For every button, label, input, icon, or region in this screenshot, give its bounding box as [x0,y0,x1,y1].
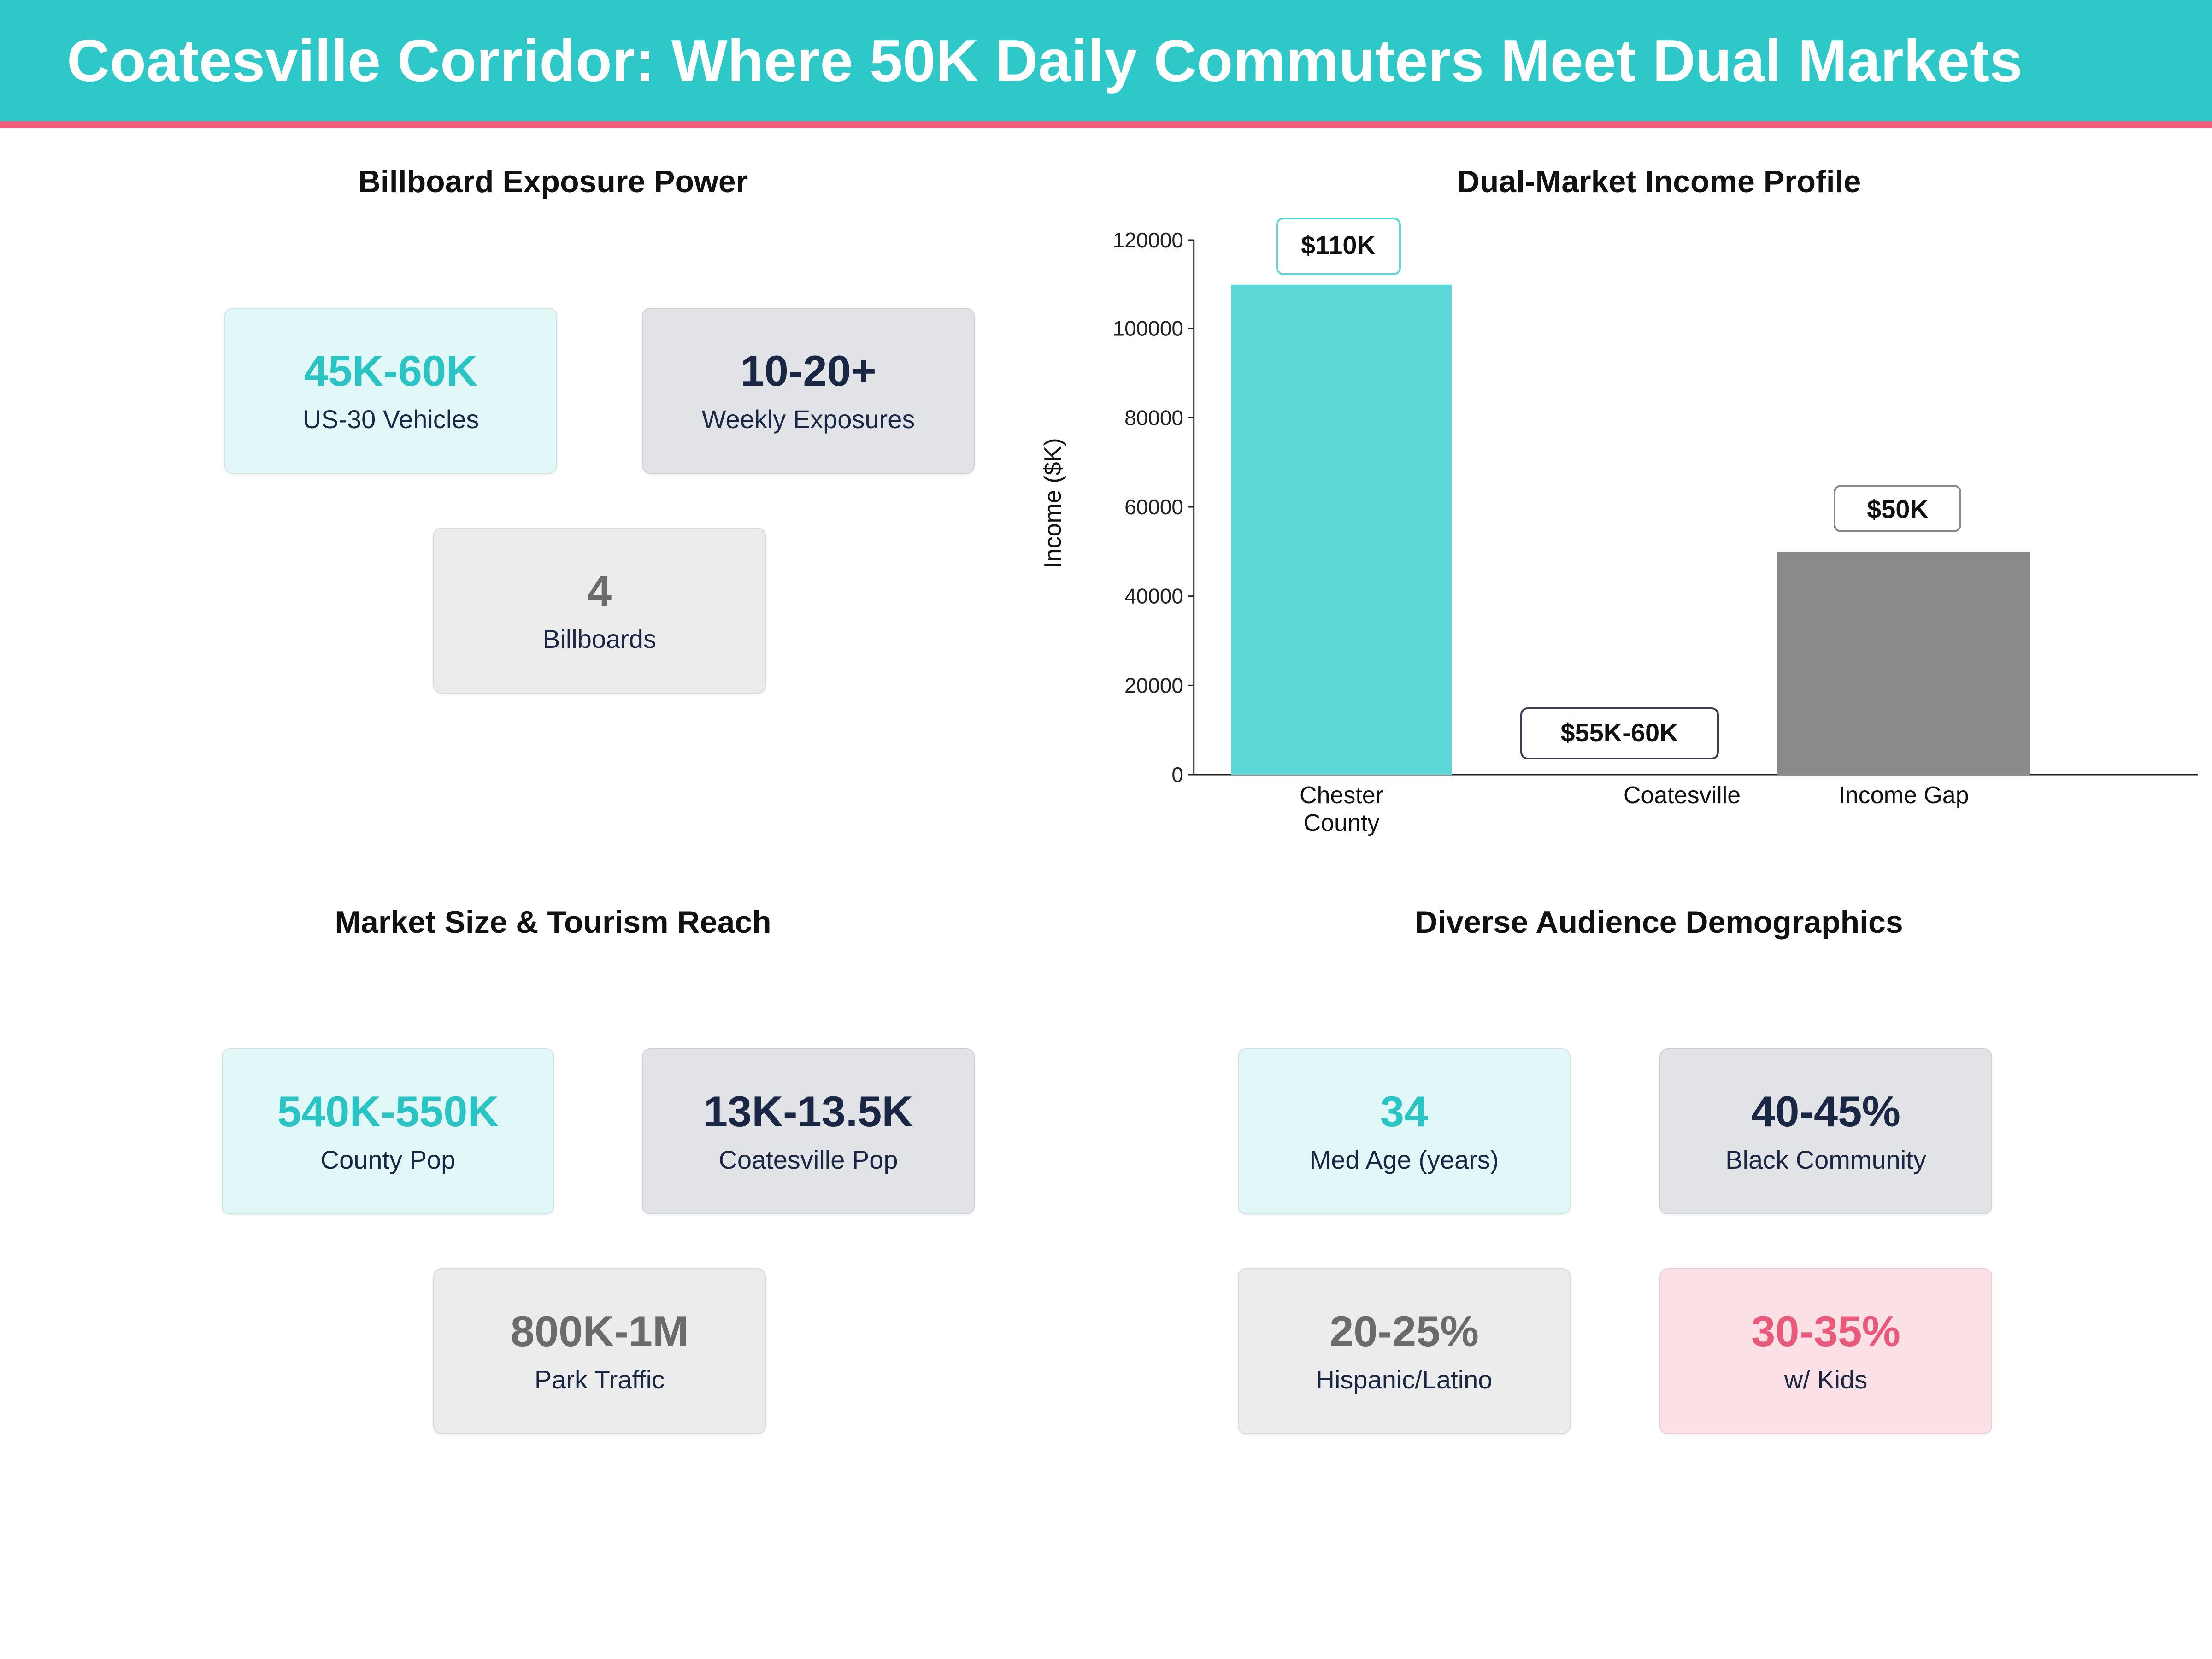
svg-text:20000: 20000 [1124,673,1183,697]
svg-text:Income Gap: Income Gap [1838,782,1969,809]
svg-text:Income ($K): Income ($K) [1040,438,1066,568]
svg-text:$110K: $110K [1301,230,1376,259]
svg-text:$55K-60K: $55K-60K [1560,718,1678,747]
svg-text:Chester: Chester [1300,782,1383,809]
svg-text:60000: 60000 [1124,495,1183,519]
svg-text:40000: 40000 [1124,584,1183,608]
svg-text:County: County [1304,810,1380,836]
svg-text:Coatesville: Coatesville [1624,782,1741,809]
svg-text:120000: 120000 [1113,228,1184,252]
svg-text:$50K: $50K [1867,494,1929,524]
svg-text:100000: 100000 [1113,317,1184,341]
svg-text:0: 0 [1171,763,1183,787]
svg-text:80000: 80000 [1124,406,1183,429]
